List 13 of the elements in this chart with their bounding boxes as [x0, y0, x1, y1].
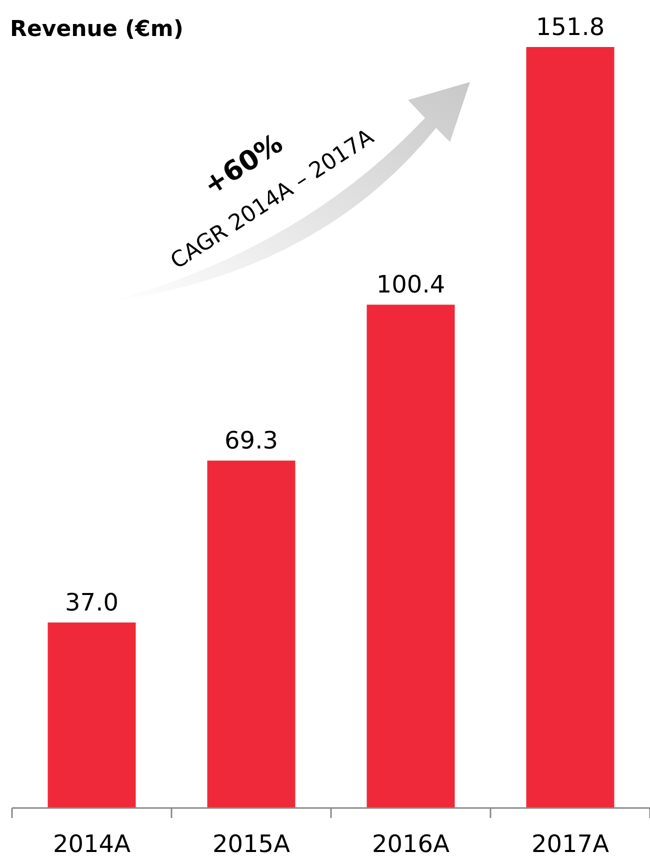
- bar: [366, 304, 455, 808]
- bar: [207, 460, 296, 808]
- x-tick-label: 2016A: [372, 830, 450, 858]
- bar: [526, 47, 614, 808]
- x-tick-label: 2015A: [212, 830, 291, 858]
- x-tick-label: 2017A: [532, 830, 610, 858]
- bar: [48, 622, 136, 808]
- data-label: 151.8: [536, 13, 605, 41]
- chart-title: Revenue (€m): [10, 17, 184, 42]
- data-label: 100.4: [376, 270, 446, 299]
- x-tick-label: 2014A: [53, 830, 132, 858]
- data-label: 37.0: [65, 588, 118, 617]
- data-label: 69.3: [224, 426, 278, 455]
